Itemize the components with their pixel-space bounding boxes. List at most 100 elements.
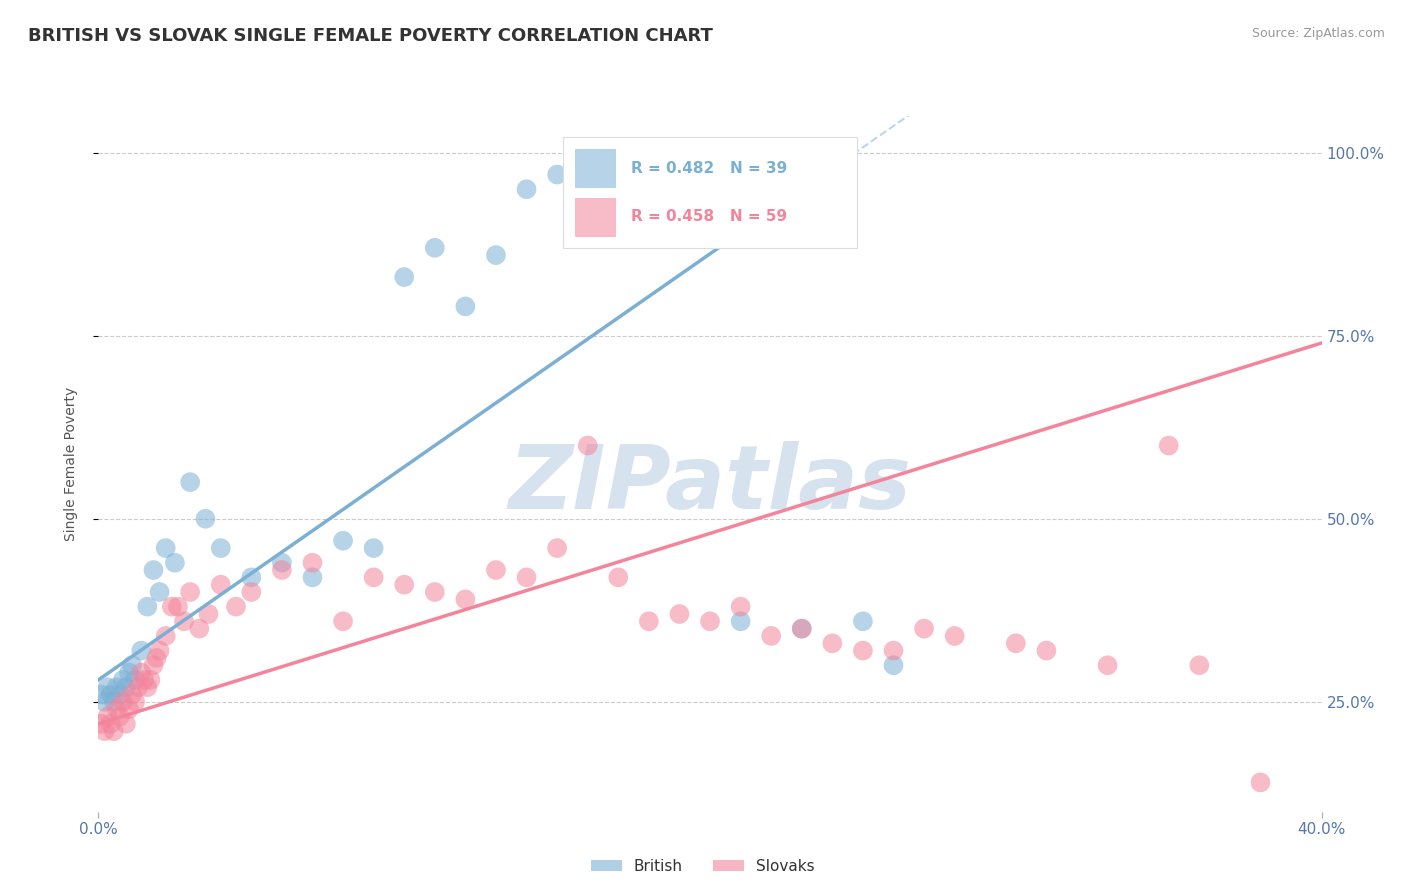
Point	[363, 570, 385, 584]
Point	[197, 607, 219, 621]
Point	[163, 556, 186, 570]
Point	[759, 629, 782, 643]
Point	[121, 658, 143, 673]
Point	[90, 716, 112, 731]
Point	[516, 570, 538, 584]
Point	[97, 709, 120, 723]
Point	[516, 182, 538, 196]
Point	[139, 673, 162, 687]
Point	[111, 695, 134, 709]
Point	[883, 658, 905, 673]
Point	[668, 153, 690, 167]
Text: Source: ZipAtlas.com: Source: ZipAtlas.com	[1251, 27, 1385, 40]
Point	[423, 241, 446, 255]
Point	[240, 570, 263, 584]
FancyBboxPatch shape	[575, 198, 614, 236]
Point	[225, 599, 247, 614]
Point	[129, 665, 152, 680]
Legend: British, Slovaks: British, Slovaks	[585, 853, 821, 880]
Point	[454, 299, 477, 313]
Point	[103, 695, 125, 709]
Point	[730, 615, 752, 629]
Point	[546, 541, 568, 555]
Point	[100, 716, 122, 731]
Point	[145, 651, 167, 665]
Point	[108, 709, 131, 723]
Point	[194, 512, 217, 526]
Point	[332, 615, 354, 629]
Text: R = 0.482   N = 39: R = 0.482 N = 39	[630, 161, 787, 176]
Point	[97, 680, 120, 694]
Point	[160, 599, 183, 614]
Point	[142, 563, 165, 577]
Point	[149, 643, 172, 657]
Point	[115, 680, 138, 694]
Point	[485, 563, 508, 577]
Point	[607, 153, 630, 167]
Point	[852, 643, 875, 657]
Point	[129, 643, 152, 657]
Point	[136, 680, 159, 694]
Point	[134, 673, 156, 687]
Point	[454, 592, 477, 607]
Point	[105, 680, 128, 694]
Point	[485, 248, 508, 262]
Point	[173, 615, 195, 629]
Point	[790, 622, 813, 636]
Point	[637, 615, 661, 629]
Point	[121, 688, 143, 702]
Point	[423, 585, 446, 599]
Point	[576, 153, 599, 167]
Point	[124, 673, 146, 687]
Point	[100, 688, 122, 702]
Point	[127, 680, 149, 694]
Point	[118, 702, 141, 716]
Point	[111, 673, 134, 687]
FancyBboxPatch shape	[564, 136, 856, 248]
Point	[179, 475, 201, 490]
Text: R = 0.458   N = 59: R = 0.458 N = 59	[630, 210, 786, 225]
Point	[270, 563, 292, 577]
Text: ZIPatlas: ZIPatlas	[509, 442, 911, 528]
Point	[668, 607, 690, 621]
Point	[155, 629, 177, 643]
Point	[790, 622, 813, 636]
Point	[332, 533, 354, 548]
Point	[852, 615, 875, 629]
Point	[209, 541, 232, 555]
Point	[188, 622, 211, 636]
Point	[912, 622, 935, 636]
Point	[546, 168, 568, 182]
Point	[392, 270, 416, 285]
Point	[105, 702, 128, 716]
Point	[108, 688, 131, 702]
Point	[883, 643, 905, 657]
Point	[90, 688, 112, 702]
Point	[1188, 658, 1211, 673]
Point	[93, 724, 115, 739]
Point	[821, 636, 844, 650]
Point	[1157, 438, 1180, 452]
Point	[93, 695, 115, 709]
Point	[124, 695, 146, 709]
Text: BRITISH VS SLOVAK SINGLE FEMALE POVERTY CORRELATION CHART: BRITISH VS SLOVAK SINGLE FEMALE POVERTY …	[28, 27, 713, 45]
Point	[301, 556, 323, 570]
Point	[1249, 775, 1271, 789]
Point	[209, 577, 232, 591]
Point	[1097, 658, 1119, 673]
Point	[118, 665, 141, 680]
Point	[149, 585, 172, 599]
FancyBboxPatch shape	[575, 149, 614, 187]
Point	[576, 438, 599, 452]
Point	[943, 629, 966, 643]
Point	[1004, 636, 1026, 650]
Point	[301, 570, 323, 584]
Point	[607, 570, 630, 584]
Point	[142, 658, 165, 673]
Point	[1035, 643, 1057, 657]
Point	[179, 585, 201, 599]
Point	[240, 585, 263, 599]
Point	[103, 724, 125, 739]
Point	[730, 599, 752, 614]
Point	[699, 615, 721, 629]
